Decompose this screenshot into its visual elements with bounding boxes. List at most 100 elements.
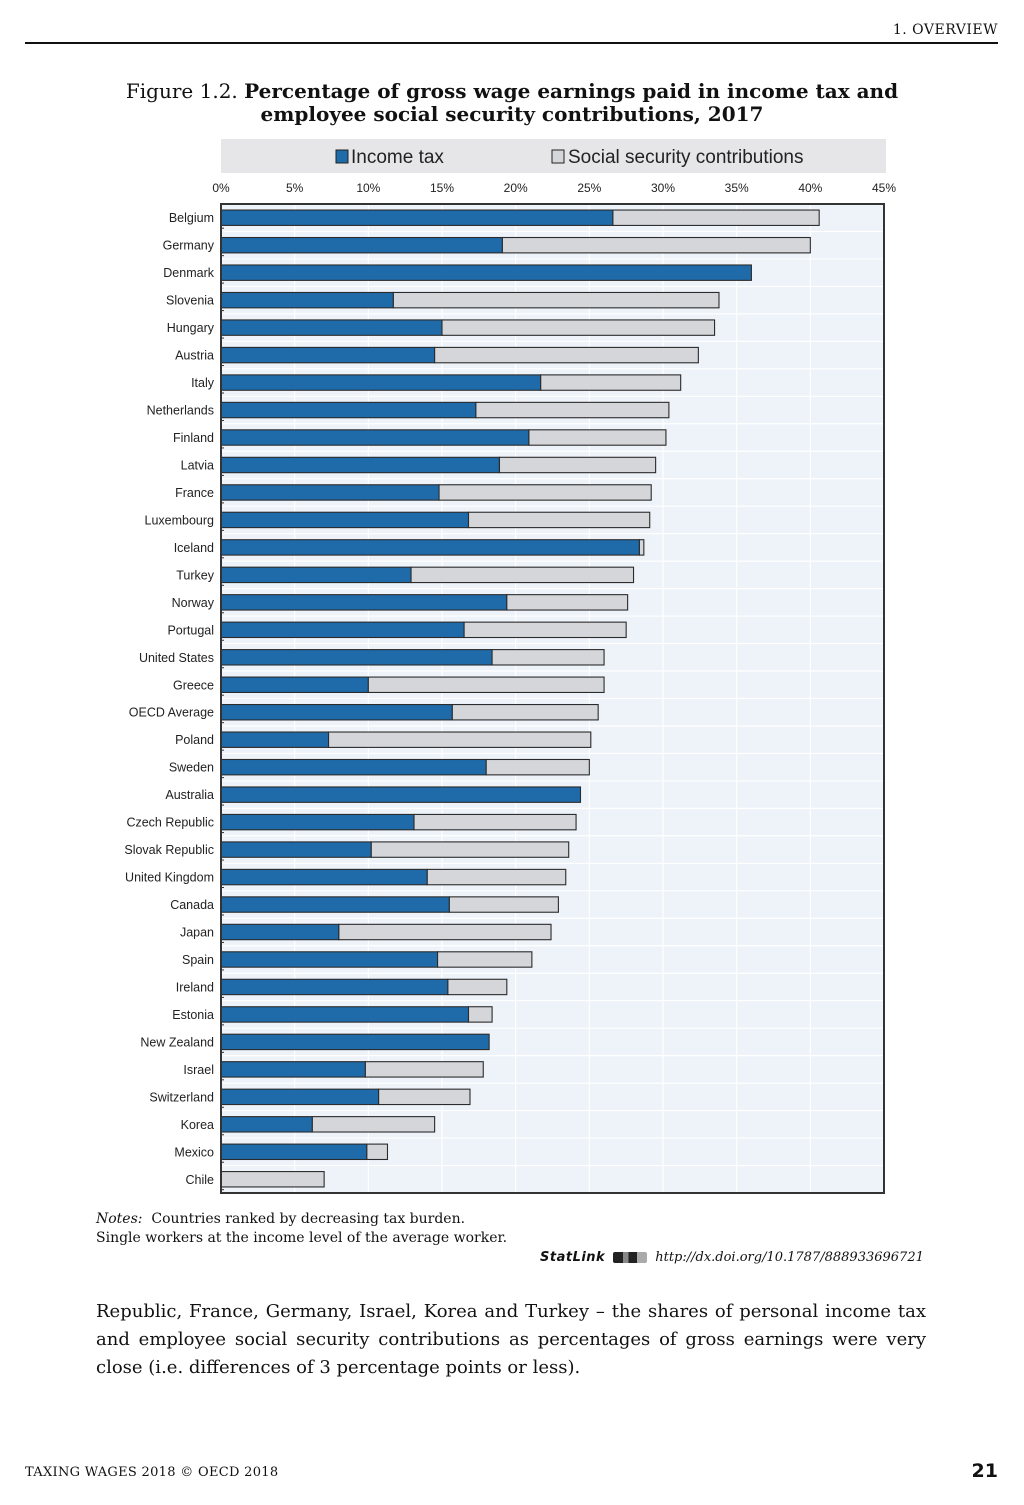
bar-income-tax	[220, 786, 582, 803]
bar-income-tax	[220, 951, 439, 968]
bar-income-tax	[220, 896, 450, 913]
category-label: Finland	[173, 431, 214, 445]
bar-social-security	[528, 429, 667, 446]
bar-social-security	[467, 1006, 493, 1023]
bar-income-tax	[220, 346, 436, 364]
bar-social-security	[506, 594, 629, 611]
statlink[interactable]: StatLink http://dx.doi.org/10.1787/88893…	[540, 1250, 924, 1265]
bar-social-security	[638, 539, 645, 556]
category-label: Latvia	[181, 458, 214, 472]
category-label: Spain	[182, 953, 214, 967]
bar-social-security	[498, 456, 657, 474]
bar-income-tax	[220, 1033, 490, 1051]
bar-income-tax	[220, 868, 428, 886]
category-label: Austria	[175, 349, 214, 363]
bar-social-security	[338, 923, 552, 941]
x-tick-label: 35%	[725, 181, 749, 195]
category-label: Denmark	[163, 266, 214, 280]
statlink-logo-icon	[613, 1252, 648, 1263]
bar-income-tax	[220, 539, 640, 556]
category-label: Portugal	[167, 623, 214, 637]
bar-social-security	[370, 841, 570, 858]
x-tick-label: 0%	[212, 181, 230, 195]
figure-label: Figure 1.2.	[125, 79, 238, 103]
category-label: New Zealand	[140, 1035, 214, 1049]
bar-social-security	[463, 621, 627, 639]
legend-swatch-income-tax	[335, 149, 349, 164]
bar-social-security	[367, 676, 605, 694]
bar-social-security	[475, 401, 670, 419]
bar-social-security	[451, 703, 599, 721]
bar-income-tax	[220, 813, 415, 831]
category-label: Chile	[186, 1173, 215, 1187]
bar-social-security	[447, 978, 508, 996]
statlink-brand: StatLink	[540, 1250, 606, 1265]
notes-line-1: Countries ranked by decreasing tax burde…	[151, 1211, 466, 1227]
bar-social-security	[392, 291, 720, 309]
plot-frame	[220, 203, 885, 1194]
category-label: Estonia	[172, 1008, 214, 1022]
bar-social-security	[311, 1116, 436, 1133]
bar-social-security	[467, 511, 651, 529]
x-tick-label: 15%	[430, 181, 454, 195]
notes-line-2: Single workers at the income level of th…	[96, 1230, 508, 1246]
x-tick-label: 30%	[651, 181, 675, 195]
bar-income-tax	[220, 319, 443, 336]
category-label: Korea	[181, 1118, 214, 1132]
legend-label-social-security: Social security contributions	[568, 147, 804, 168]
category-label: Belgium	[169, 211, 214, 225]
x-tick-label: 45%	[872, 181, 896, 195]
statlink-url[interactable]: http://dx.doi.org/10.1787/888933696721	[655, 1250, 924, 1265]
bar-income-tax	[220, 1061, 366, 1078]
bar-social-security	[441, 319, 716, 336]
category-label: Ireland	[176, 980, 214, 994]
bar-income-tax	[220, 291, 394, 309]
bar-social-security	[366, 1143, 389, 1161]
category-label: Luxembourg	[145, 513, 215, 527]
bar-social-security	[434, 346, 699, 364]
category-label: Hungary	[167, 321, 215, 335]
figure-heading: Percentage of gross wage earnings paid i…	[244, 79, 899, 126]
bar-income-tax	[220, 236, 503, 254]
bar-income-tax	[220, 401, 477, 419]
bar-income-tax	[220, 374, 542, 391]
bar-income-tax	[220, 511, 470, 529]
bar-social-security	[501, 236, 811, 254]
bar-income-tax	[220, 1143, 368, 1161]
bar-social-security	[220, 1171, 325, 1188]
bar-income-tax	[220, 978, 449, 996]
category-label: Italy	[191, 376, 215, 390]
category-label: United Kingdom	[125, 871, 214, 885]
category-label: Poland	[175, 733, 214, 747]
running-head: 1. OVERVIEW	[25, 20, 998, 44]
bar-social-security	[378, 1088, 471, 1106]
bar-social-security	[438, 484, 652, 501]
bar-income-tax	[220, 264, 752, 281]
notes-label: Notes:	[96, 1211, 143, 1227]
legend-swatch-social-security	[551, 149, 565, 164]
bar-income-tax	[220, 566, 412, 584]
bar-social-security	[413, 813, 577, 831]
category-label: Turkey	[176, 568, 214, 582]
bar-social-security	[328, 731, 592, 748]
bar-income-tax	[220, 484, 440, 501]
bar-income-tax	[220, 456, 501, 474]
category-label: Netherlands	[147, 404, 214, 418]
category-label: OECD Average	[129, 706, 214, 720]
bar-social-security	[485, 758, 590, 776]
page-number: 21	[971, 1460, 998, 1482]
category-label: Greece	[173, 678, 214, 692]
bar-social-security	[540, 374, 682, 391]
category-label: Israel	[183, 1063, 214, 1077]
stacked-bar-chart: Income tax Social security contributions 0…	[124, 139, 896, 1194]
footer-publication: TAXING WAGES 2018 © OECD 2018	[25, 1465, 279, 1480]
bar-income-tax	[220, 731, 330, 748]
x-tick-label: 10%	[356, 181, 380, 195]
category-label: Iceland	[174, 541, 214, 555]
category-label: United States	[139, 651, 214, 665]
category-label: Switzerland	[149, 1090, 214, 1104]
bar-income-tax	[220, 429, 530, 446]
bar-income-tax	[220, 1088, 380, 1106]
bar-income-tax	[220, 649, 493, 666]
bar-social-security	[426, 868, 567, 886]
